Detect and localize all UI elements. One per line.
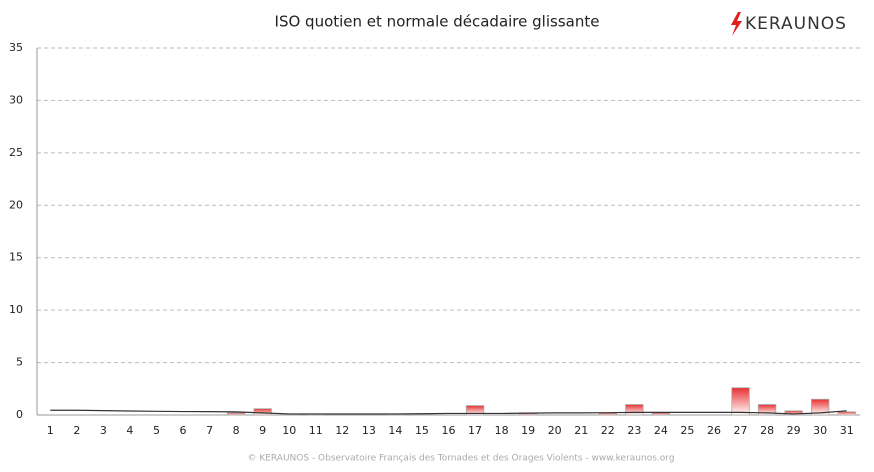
x-tick-label: 1 <box>47 424 54 437</box>
x-tick-label: 28 <box>760 424 774 437</box>
bar <box>280 414 299 416</box>
x-tick-label: 7 <box>206 424 213 437</box>
x-tick-label: 21 <box>574 424 588 437</box>
x-tick-label: 24 <box>654 424 668 437</box>
y-tick-label: 25 <box>9 146 23 159</box>
x-tick-label: 18 <box>495 424 509 437</box>
x-tick-label: 17 <box>468 424 482 437</box>
x-tick-label: 23 <box>627 424 641 437</box>
x-tick-label: 29 <box>787 424 801 437</box>
x-tick-label: 25 <box>680 424 694 437</box>
bar <box>253 408 272 416</box>
y-tick-label: 20 <box>9 198 23 211</box>
x-tick-label: 14 <box>388 424 402 437</box>
bar <box>757 404 777 416</box>
bar <box>625 404 644 416</box>
x-tick-label: 16 <box>442 424 456 437</box>
x-tick-label: 3 <box>100 424 107 437</box>
x-tick-label: 5 <box>153 424 160 437</box>
x-tick-label: 26 <box>707 424 721 437</box>
bar <box>811 398 830 416</box>
x-tick-label: 6 <box>180 424 187 437</box>
x-tick-label: 12 <box>335 424 349 437</box>
x-tick-label: 22 <box>601 424 615 437</box>
logo: KERAUNOS <box>745 14 847 34</box>
bar <box>465 405 485 416</box>
y-tick-label: 30 <box>9 93 23 106</box>
x-tick-label: 13 <box>362 424 376 437</box>
x-tick-label: 15 <box>415 424 429 437</box>
x-tick-label: 4 <box>126 424 133 437</box>
logo-icon <box>731 12 742 36</box>
normal-line <box>50 409 847 415</box>
bar <box>837 411 856 416</box>
y-tick-label: 0 <box>16 408 23 421</box>
bar <box>651 412 671 416</box>
chart-title: ISO quotien et normale décadaire glissan… <box>275 13 600 31</box>
y-tick-label: 15 <box>9 251 23 264</box>
bar <box>306 414 325 416</box>
x-tick-label: 31 <box>840 424 854 437</box>
x-tick-label: 20 <box>548 424 562 437</box>
x-tick-label: 27 <box>734 424 748 437</box>
y-tick-label: 35 <box>9 41 23 54</box>
bar <box>226 412 246 416</box>
x-tick-label: 8 <box>233 424 240 437</box>
bar <box>731 387 750 416</box>
bar <box>784 410 803 416</box>
x-tick-label: 9 <box>259 424 266 437</box>
x-tick-label: 10 <box>282 424 296 437</box>
x-tick-label: 19 <box>521 424 535 437</box>
footer: © KERAUNOS - Observatoire Français des T… <box>247 454 674 464</box>
x-tick-label: 11 <box>309 424 323 437</box>
y-tick-label: 5 <box>16 356 23 369</box>
bar <box>412 414 432 416</box>
y-tick-label: 10 <box>9 303 23 316</box>
x-tick-label: 30 <box>813 424 827 437</box>
bar <box>386 414 405 416</box>
x-tick-label: 2 <box>73 424 80 437</box>
